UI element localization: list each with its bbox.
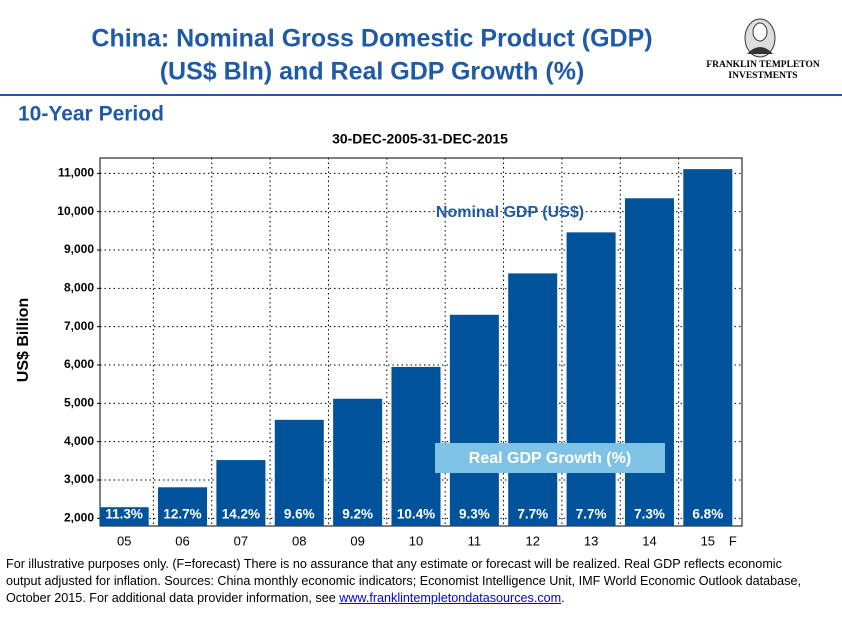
value-label: 7.7%: [576, 507, 607, 522]
annotation: Real GDP Growth (%): [469, 450, 631, 467]
bar: [449, 314, 499, 526]
y-tick-label: 4,000: [64, 434, 94, 448]
value-label: 11.3%: [105, 507, 143, 522]
footnote-link[interactable]: www.franklintempletondatasources.com: [339, 591, 562, 605]
bar: [333, 398, 383, 526]
bar: [274, 419, 324, 526]
y-tick-label: 11,000: [58, 166, 94, 180]
footnote: For illustrative purposes only. (F=forec…: [6, 556, 806, 607]
y-tick-label: 5,000: [64, 396, 94, 410]
footnote-end: .: [561, 591, 565, 605]
logo-text: INVESTMENTS: [728, 71, 797, 81]
section-title: 10-Year Period: [18, 103, 164, 126]
annotation: Nominal GDP (US$): [436, 204, 584, 221]
x-tick-label: 09: [350, 533, 364, 548]
bar: [158, 487, 208, 526]
y-tick-label: 3,000: [64, 472, 94, 486]
y-tick-label: 2,000: [64, 511, 94, 525]
y-tick-label: 9,000: [64, 242, 94, 256]
title: China: Nominal Gross Domestic Product (G…: [91, 25, 652, 53]
annotation-box: [435, 443, 665, 473]
y-tick-label: 6,000: [64, 357, 94, 371]
y-tick-label: 7,000: [64, 319, 94, 333]
value-label: 12.7%: [163, 507, 201, 522]
forecast-marker: F: [729, 533, 737, 548]
bar: [391, 366, 441, 526]
bar: [99, 507, 149, 526]
chart: China: Nominal Gross Domestic Product (G…: [0, 18, 842, 548]
x-tick-label: 12: [525, 533, 539, 548]
footnote-text: For illustrative purposes only. (F=forec…: [6, 557, 801, 605]
x-tick-label: 11: [468, 533, 482, 548]
x-tick-label: 07: [234, 533, 248, 548]
x-tick-label: 14: [642, 533, 656, 548]
x-tick-label: 10: [409, 533, 423, 548]
logo-text: FRANKLIN TEMPLETON: [706, 60, 820, 70]
title: (US$ Bln) and Real GDP Growth (%): [160, 58, 585, 86]
bar: [508, 273, 558, 526]
x-tick-label: 15: [701, 533, 715, 548]
bar: [624, 198, 674, 526]
x-tick-label: 13: [584, 533, 598, 548]
value-label: 9.6%: [284, 507, 315, 522]
x-tick-label: 05: [117, 533, 131, 548]
x-tick-label: 08: [292, 533, 306, 548]
value-label: 14.2%: [222, 507, 260, 522]
bar: [216, 460, 266, 526]
y-tick-label: 10,000: [57, 204, 94, 218]
value-label: 10.4%: [397, 507, 435, 522]
chart-title: 30-DEC-2005-31-DEC-2015: [332, 131, 508, 147]
value-label: 9.3%: [459, 507, 490, 522]
logo-portrait: [744, 18, 776, 58]
value-label: 9.2%: [342, 507, 373, 522]
y-axis-label: US$ Billion: [15, 298, 32, 382]
bar: [566, 232, 616, 526]
value-label: 6.8%: [692, 507, 723, 522]
x-tick-label: 06: [175, 533, 189, 548]
bar: [683, 169, 733, 526]
y-tick-label: 8,000: [64, 281, 94, 295]
value-label: 7.7%: [517, 507, 548, 522]
value-label: 7.3%: [634, 507, 665, 522]
